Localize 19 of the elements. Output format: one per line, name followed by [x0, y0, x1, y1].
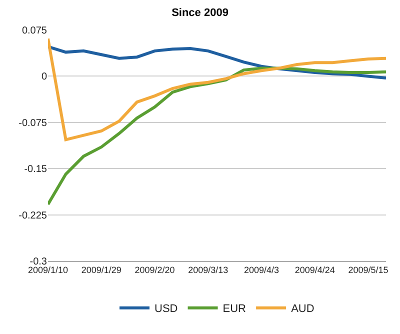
- x-tick-label: 2009/4/24: [294, 264, 335, 275]
- y-tick-label: -0.15: [24, 164, 48, 176]
- y-tick-label: 0.075: [22, 26, 48, 36]
- y-tick-label: -0.075: [18, 118, 48, 129]
- y-tick-label: -0.225: [18, 210, 48, 222]
- line-series: [48, 45, 386, 80]
- y-tick-label: 0: [41, 72, 48, 83]
- chart-title: Since 2009: [172, 7, 228, 20]
- x-tick-label: 2009/3/13: [188, 264, 228, 275]
- legend-label: AUD: [291, 303, 314, 316]
- x-tick-label: 2009/2/20: [134, 264, 175, 275]
- x-tick-label: 2009/1/29: [81, 264, 122, 275]
- legend-label: EUR: [222, 303, 246, 316]
- x-tick-label: 2009/1/10: [28, 264, 68, 275]
- line-series: [48, 37, 386, 142]
- legend-label: USD: [154, 303, 178, 316]
- y-tick-label: -0.3: [30, 256, 48, 268]
- x-tick-label: 2009/4/3: [244, 264, 279, 275]
- x-tick-label: 2009/5/15: [348, 264, 388, 275]
